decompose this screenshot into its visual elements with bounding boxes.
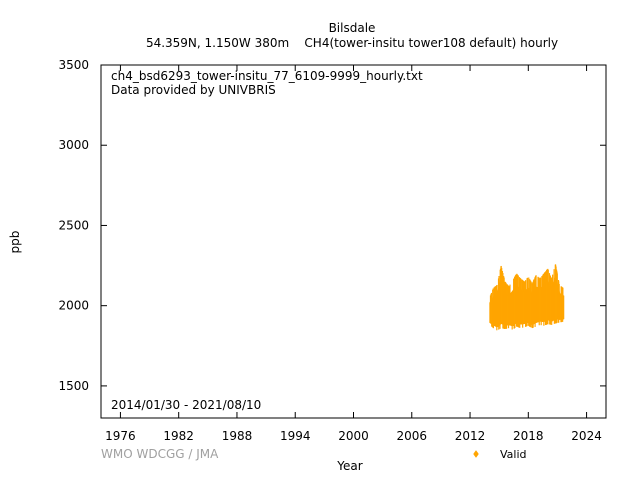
x-tick-label: 1976: [105, 429, 136, 443]
plot-frame: [100, 64, 607, 419]
x-tick-label: 2018: [513, 429, 544, 443]
y-tick-label: 2000: [58, 299, 89, 313]
data-filename: ch4_bsd6293_tower-insitu_77_6109-9999_ho…: [111, 69, 423, 83]
date-range: 2014/01/30 - 2021/08/10: [111, 398, 262, 412]
legend-marker: [473, 450, 479, 458]
x-tick-label: 1988: [222, 429, 253, 443]
x-tick-label: 2024: [571, 429, 602, 443]
y-axis-label: ppb: [8, 230, 22, 254]
x-tick-label: 1982: [163, 429, 194, 443]
data-provider: Data provided by UNIVBRIS: [111, 83, 276, 97]
chart-title: Bilsdale: [328, 21, 376, 35]
x-tick-label: 2000: [338, 429, 369, 443]
x-tick-label: 2006: [396, 429, 427, 443]
chart-subtitle: 54.359N, 1.150W 380m CH4(tower-insitu to…: [145, 36, 559, 50]
credit-text: WMO WDCGG / JMA: [101, 447, 219, 461]
x-tick-label: 2012: [455, 429, 486, 443]
x-axis-label: Year: [337, 459, 363, 473]
x-tick-label: 1994: [280, 429, 311, 443]
y-tick-label: 1500: [58, 379, 89, 393]
y-tick-label: 3500: [58, 58, 89, 72]
legend: Valid: [473, 448, 527, 461]
data-points: [489, 264, 565, 331]
legend-label: Valid: [500, 448, 527, 461]
y-tick-label: 2500: [58, 218, 89, 232]
y-tick-label: 3000: [58, 138, 89, 152]
ticks: 1500 2000 2500 3000 3500 1976 1982 1988 1994 2000…: [58, 58, 606, 443]
